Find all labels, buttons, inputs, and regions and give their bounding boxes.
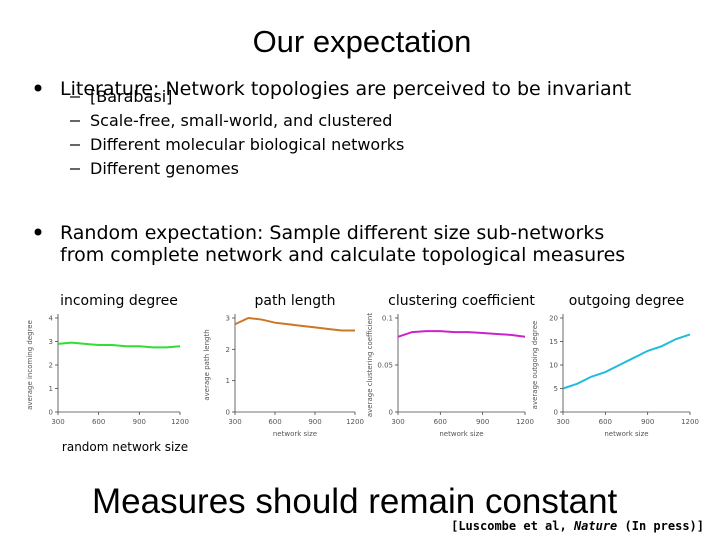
- x-tick-label: 600: [92, 418, 105, 426]
- y-tick-label: 3: [49, 338, 53, 346]
- chart: outgoing degree 0 5 10 15 20 300 600 900 1200 aver…: [531, 293, 699, 438]
- slide-title: Our expectation: [253, 24, 472, 59]
- y-tick-label: 5: [554, 385, 558, 393]
- x-axis-label: network size: [439, 430, 483, 438]
- x-tick-label: 300: [556, 418, 569, 426]
- y-tick-label: 15: [549, 338, 558, 346]
- y-tick-label: 0.05: [377, 362, 393, 370]
- x-tick-label: 300: [51, 418, 64, 426]
- sub-bullet-text: [Barabasi]: [90, 87, 172, 106]
- x-tick-label: 1200: [516, 418, 534, 426]
- chart: clustering coefficient 0 0.05 0.1 300 600 900 1…: [366, 293, 535, 438]
- chart-title: clustering coefficient: [388, 293, 535, 309]
- y-tick-label: 1: [49, 385, 53, 393]
- bullet-text: Literature: Network topologies are perce…: [60, 78, 631, 100]
- citation-text: [Luscombe et al,: [451, 519, 574, 533]
- y-axis-label: average outgoing degree: [531, 321, 539, 410]
- chart-title: incoming degree: [60, 293, 178, 309]
- citation-journal: Nature: [573, 519, 617, 533]
- y-axis-label: average path length: [203, 329, 211, 400]
- x-tick-label: 900: [476, 418, 489, 426]
- y-tick-label: 0.1: [382, 315, 393, 323]
- y-axis-label: average clustering coefficient: [366, 313, 374, 417]
- y-tick-label: 2: [226, 346, 230, 354]
- bullet-list: Literature: Network topologies are perce…: [34, 78, 631, 266]
- bullet-dot: [34, 228, 42, 236]
- y-tick-label: 4: [49, 315, 54, 323]
- y-tick-label: 10: [549, 362, 558, 370]
- x-axis-label: network size: [273, 430, 317, 438]
- citation-text: (In press)]: [617, 519, 704, 533]
- bullet-dot: [34, 84, 42, 92]
- chart-title: path length: [255, 293, 336, 309]
- data-line: [562, 333, 691, 390]
- x-tick-label: 300: [391, 418, 404, 426]
- data-line: [57, 341, 181, 349]
- citation: [Luscombe et al, Nature (In press)]: [451, 519, 704, 533]
- x-tick-label: 1200: [681, 418, 699, 426]
- data-line: [397, 330, 526, 338]
- sub-bullet-text: Scale-free, small-world, and clustered: [90, 111, 392, 130]
- chart-title: outgoing degree: [569, 293, 685, 309]
- sub-bullet-text: Different genomes: [90, 159, 239, 178]
- y-tick-label: 2: [49, 362, 53, 370]
- bullet-text: from complete network and calculate topo…: [60, 244, 625, 266]
- x-tick-label: 900: [308, 418, 321, 426]
- data-line: [234, 316, 355, 332]
- x-tick-label: 1200: [171, 418, 189, 426]
- chart: path length 0 1 2 3 300 600 900 1200 average path…: [203, 293, 364, 438]
- chart: incoming degree 0 1 2 3 4 300 600 900 1200 average…: [26, 293, 189, 454]
- y-tick-label: 3: [226, 315, 230, 323]
- y-tick-label: 20: [549, 315, 558, 323]
- x-tick-label: 300: [228, 418, 241, 426]
- x-tick-label: 1200: [346, 418, 364, 426]
- y-tick-label: 0: [389, 409, 393, 417]
- x-tick-label: 900: [641, 418, 654, 426]
- x-tick-label: 900: [133, 418, 146, 426]
- y-tick-label: 0: [49, 409, 53, 417]
- x-tick-label: 600: [268, 418, 281, 426]
- y-tick-label: 0: [226, 409, 230, 417]
- x-axis-label: network size: [604, 430, 648, 438]
- y-tick-label: 1: [226, 377, 230, 385]
- x-axis-label: random network size: [62, 440, 188, 454]
- y-axis-label: average incoming degree: [26, 320, 34, 410]
- conclusion: Measures should remain constant: [92, 482, 618, 521]
- y-tick-label: 0: [554, 409, 558, 417]
- x-tick-label: 600: [599, 418, 612, 426]
- x-tick-label: 600: [434, 418, 447, 426]
- bullet-text: Random expectation: Sample different siz…: [60, 222, 604, 244]
- sub-bullet-text: Different molecular biological networks: [90, 135, 404, 154]
